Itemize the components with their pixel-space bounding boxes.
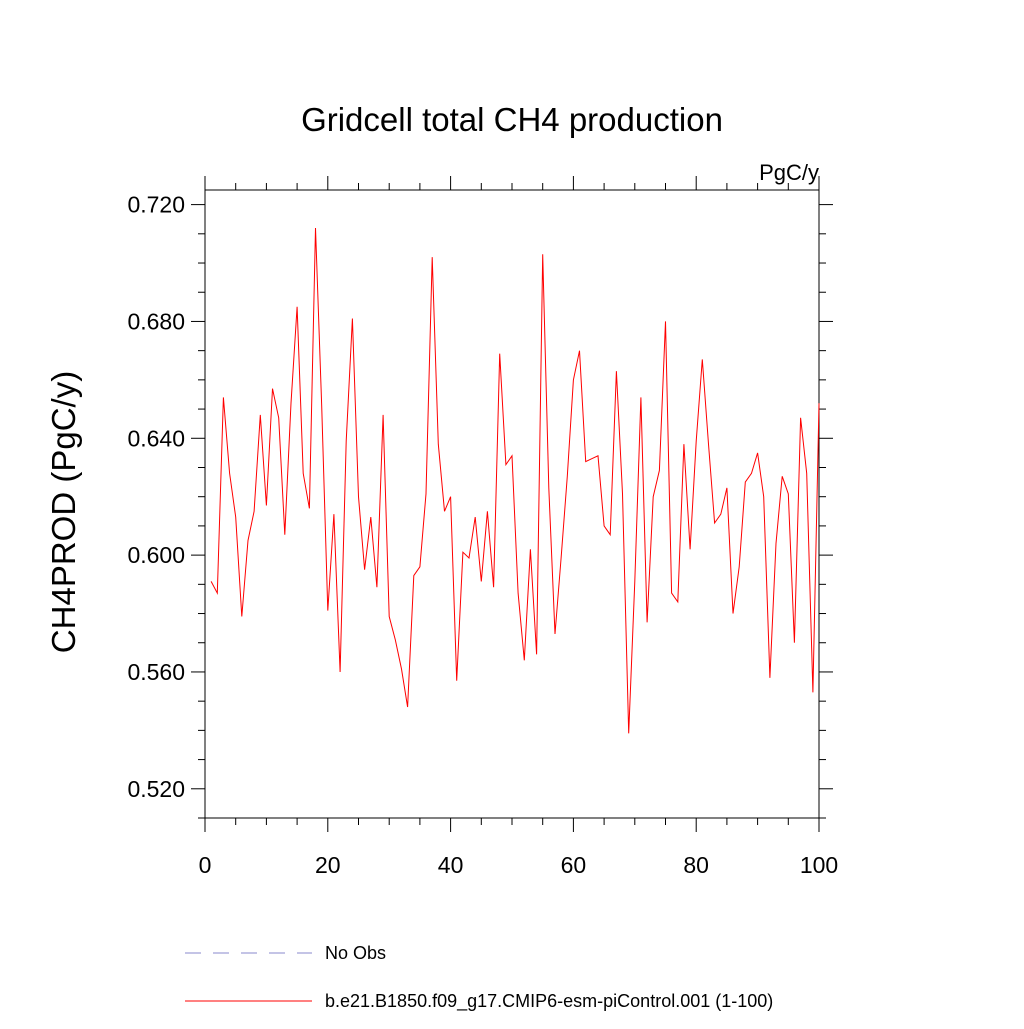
units-label: PgC/y: [759, 160, 819, 185]
x-tick-label: 60: [561, 852, 587, 878]
y-tick-label: 0.680: [127, 308, 185, 334]
x-tick-label: 40: [438, 852, 464, 878]
legend-label-no-obs: No Obs: [325, 943, 386, 963]
legend-label-series: b.e21.B1850.f09_g17.CMIP6-esm-piControl.…: [325, 991, 773, 1012]
y-tick-label: 0.560: [127, 659, 185, 685]
y-tick-label: 0.520: [127, 776, 185, 802]
y-tick-label: 0.640: [127, 425, 185, 451]
x-tick-label: 20: [315, 852, 341, 878]
chart-title: Gridcell total CH4 production: [301, 101, 723, 138]
x-tick-label: 100: [800, 852, 838, 878]
y-tick-label: 0.720: [127, 192, 185, 218]
series-layer: [210, 227, 820, 734]
legend: No Obs b.e21.B1850.f09_g17.CMIP6-esm-piC…: [185, 943, 773, 1012]
x-ticks: 0 20 40 60 80 100: [199, 176, 838, 878]
x-tick-label: 80: [683, 852, 709, 878]
y-axis-label: CH4PROD (PgC/y): [45, 371, 82, 653]
plot-frame: [204, 189, 820, 819]
series-line: [210, 227, 820, 734]
y-tick-label: 0.600: [127, 542, 185, 568]
y-ticks: 0.520 0.560 0.600 0.640 0.680 0.720: [127, 192, 833, 819]
x-tick-label: 0: [199, 852, 212, 878]
